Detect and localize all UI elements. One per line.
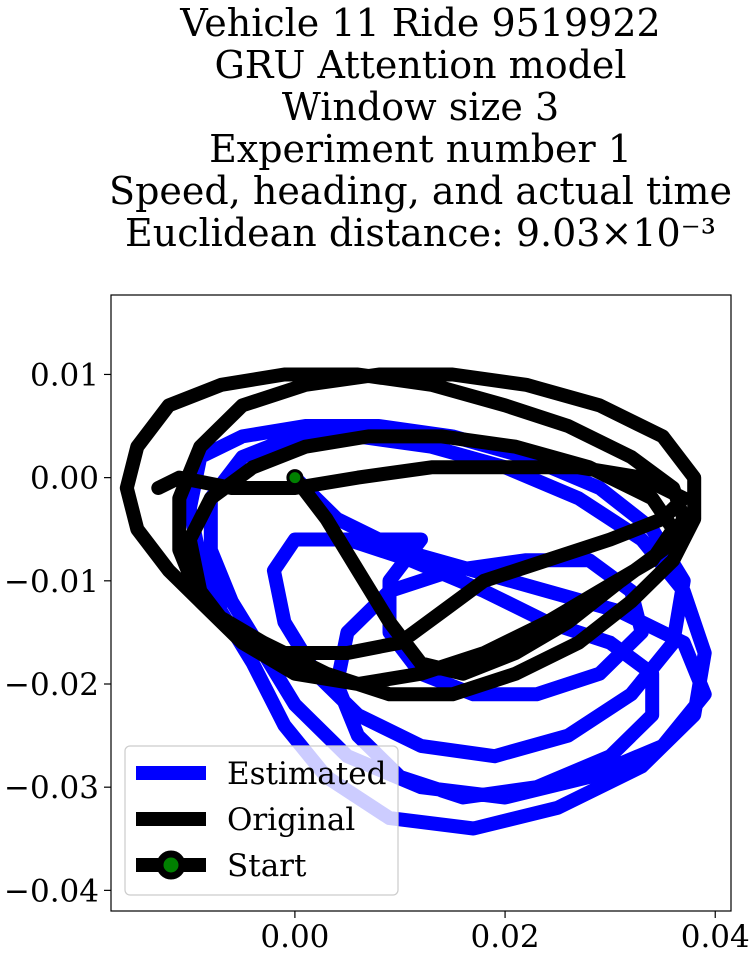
start-marker bbox=[286, 469, 304, 487]
series-original-line bbox=[119, 367, 702, 702]
title-line-2: GRU Attention model bbox=[214, 43, 627, 87]
plot-frame bbox=[110, 294, 732, 912]
x-tick-label: 0.00 bbox=[260, 919, 329, 955]
y-tick-label: −0.03 bbox=[4, 770, 99, 806]
title-line-1: Vehicle 11 Ride 9519922 bbox=[180, 1, 661, 45]
legend: Estimated Original Start bbox=[124, 745, 399, 896]
y-tick-label: −0.01 bbox=[4, 564, 99, 600]
x-tick-label: 0.04 bbox=[681, 919, 750, 955]
title-line-3: Window size 3 bbox=[281, 85, 560, 129]
y-tick-label: 0.00 bbox=[30, 461, 99, 497]
plot-area bbox=[119, 367, 712, 836]
title-line-6: Euclidean distance: 9.03×10⁻³ bbox=[125, 211, 716, 255]
axes: 0.00 0.02 0.04 0.01 0.00 −0.01 −0.02 −0.03 −0.04 bbox=[4, 357, 750, 955]
y-tick-label: −0.04 bbox=[4, 873, 99, 909]
y-tick-label: 0.01 bbox=[30, 357, 99, 393]
title-line-5: Speed, heading, and actual time bbox=[109, 169, 732, 213]
y-tick-label: −0.02 bbox=[4, 667, 99, 703]
legend-label-original: Original bbox=[227, 802, 355, 838]
legend-start-marker bbox=[156, 850, 186, 880]
chart-title: Vehicle 11 Ride 9519922 GRU Attention mo… bbox=[0, 2, 751, 254]
legend-label-start: Start bbox=[227, 848, 307, 884]
legend-label-estimated: Estimated bbox=[227, 756, 386, 792]
x-tick-label: 0.02 bbox=[471, 919, 540, 955]
legend-box bbox=[124, 745, 399, 896]
title-line-4: Experiment number 1 bbox=[209, 127, 632, 171]
